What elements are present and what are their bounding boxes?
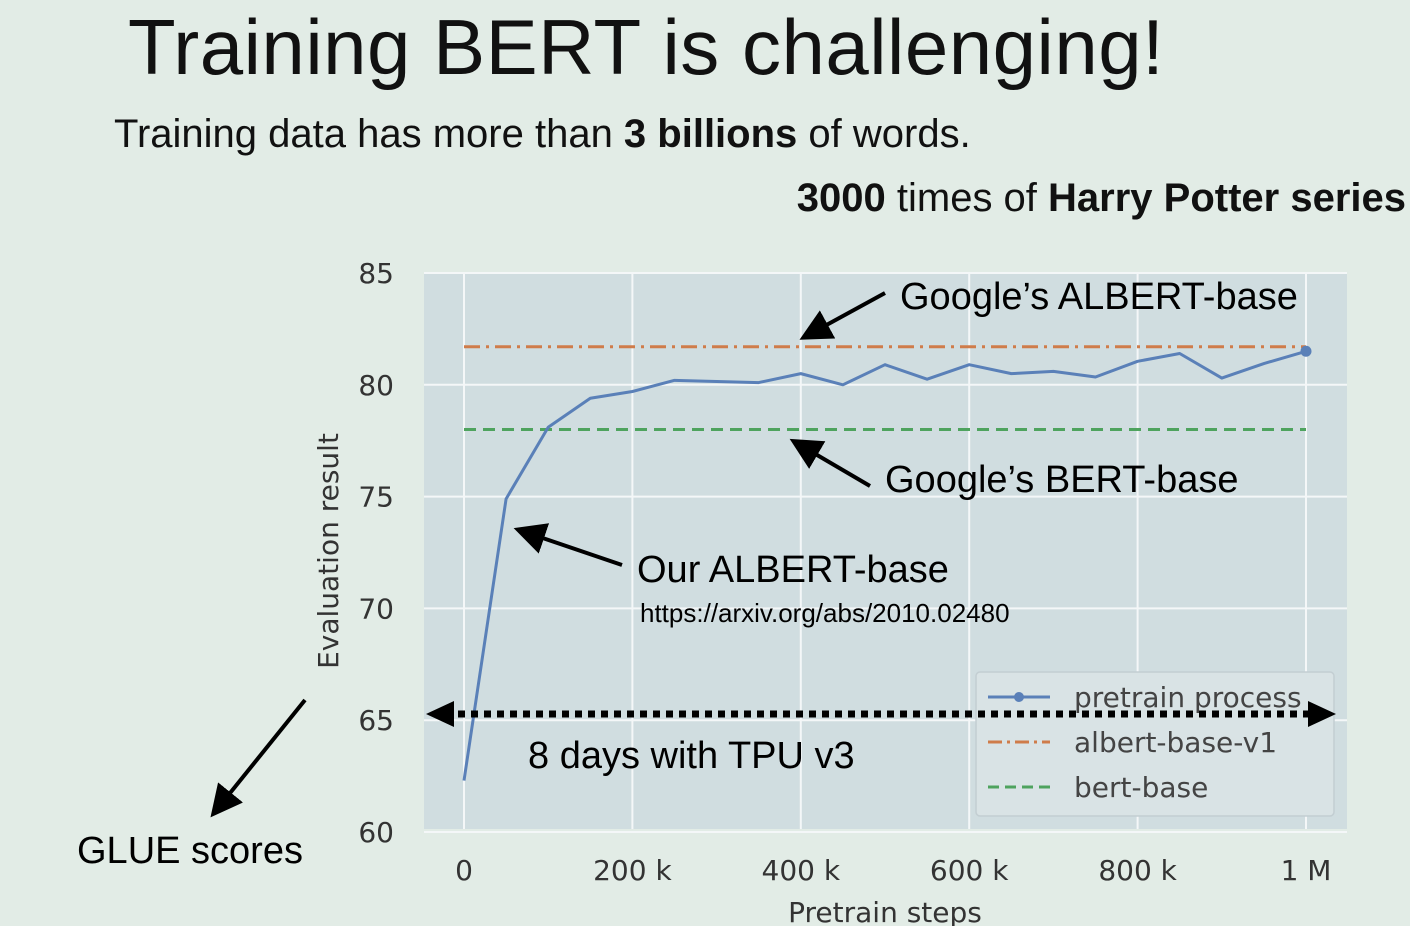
annotation-glue: GLUE scores [77,830,303,872]
arrow-google-bert [789,438,872,488]
y-tick-label: 65 [358,704,394,737]
billions-bold: 3 billions [623,112,798,156]
duration-arrowhead-right [1308,701,1336,727]
legend-label-albert: albert-base-v1 [1074,726,1277,759]
y-axis-label: Evaluation result [312,433,345,669]
training-data-line: Training data has more than 3 billions o… [114,112,971,156]
x-tick-labels: 0 200 k 400 k 600 k 800 k 1 M [455,854,1331,887]
series-group [462,345,1312,781]
harry-potter-line: 3000 times of Harry Potter series [796,176,1406,220]
legend-box [975,671,1335,817]
x-axis-label: Pretrain steps [788,896,982,926]
annotation-our-albert: Our ALBERT-base [637,549,949,591]
x-tick-label: 0 [455,854,473,887]
slide-title: Training BERT is challenging! [128,3,1165,91]
x-tick-label: 1 M [1281,854,1332,887]
y-tick-label: 75 [358,481,394,514]
x-tick-label: 400 k [762,854,841,887]
y-tick-label: 60 [358,816,394,849]
y-tick-label: 80 [358,369,394,402]
annotation-google-bert: Google’s BERT-base [885,459,1238,501]
duration-arrowhead-left [426,701,454,727]
grid-lines [424,272,1347,833]
y-tick-label: 85 [358,257,394,290]
x-tick-label: 200 k [593,854,672,887]
series-line-pretrain-process [462,349,1307,781]
legend: pretrain process albert-base-v1 bert-bas… [975,671,1335,817]
arrow-our-albert [513,523,623,567]
legend-label-pretrain: pretrain process [1074,681,1302,714]
x-tick-label: 800 k [1098,854,1177,887]
annotation-google-albert: Google’s ALBERT-base [900,276,1298,318]
annotation-duration: 8 days with TPU v3 [528,735,855,777]
y-tick-labels: 60 65 70 75 80 85 [358,257,394,849]
arrow-glue [210,698,307,818]
x-tick-label: 600 k [930,854,1009,887]
series-end-marker [1300,345,1312,357]
legend-label-bert: bert-base [1074,771,1208,804]
paper-url: https://arxiv.org/abs/2010.02480 [640,598,1010,628]
y-tick-label: 70 [358,592,394,625]
arrow-google-albert [799,291,886,340]
legend-marker-pretrain [1014,692,1024,702]
